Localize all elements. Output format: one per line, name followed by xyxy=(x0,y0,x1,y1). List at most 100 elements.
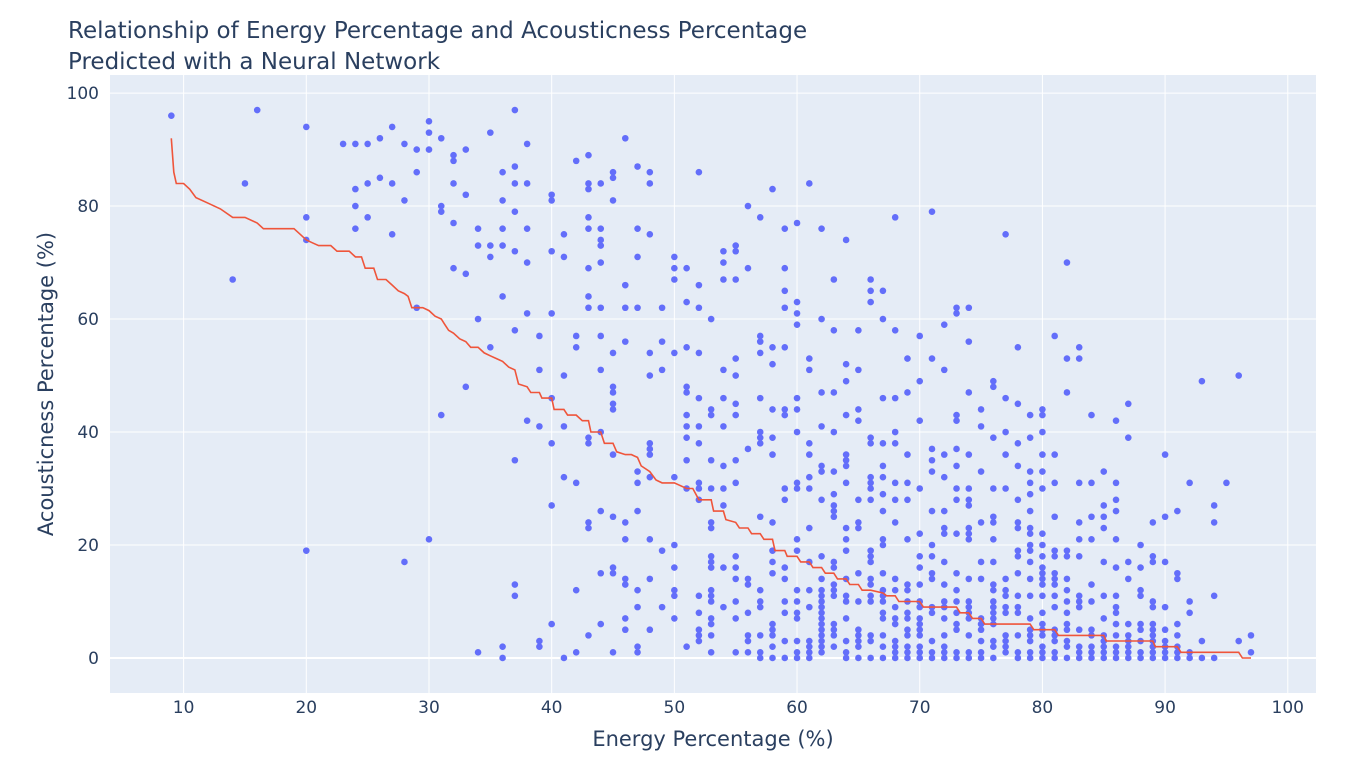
data-point xyxy=(842,411,850,419)
data-point xyxy=(916,581,924,588)
data-point xyxy=(671,586,678,594)
data-point xyxy=(707,632,715,639)
data-point xyxy=(1174,507,1181,515)
data-point xyxy=(1014,440,1022,447)
data-point xyxy=(756,632,764,639)
data-point xyxy=(658,603,666,611)
data-point xyxy=(1026,411,1034,419)
data-point xyxy=(879,654,887,662)
data-point xyxy=(462,383,470,391)
data-point xyxy=(511,581,519,588)
data-point xyxy=(842,592,850,600)
data-point xyxy=(940,654,948,662)
data-point xyxy=(756,513,764,521)
data-point xyxy=(536,366,543,374)
data-point xyxy=(499,168,506,176)
data-point xyxy=(634,479,641,487)
chart-title-line1: Relationship of Energy Percentage and Ac… xyxy=(68,18,807,44)
data-point xyxy=(1161,637,1169,645)
data-point xyxy=(621,338,629,345)
data-point xyxy=(437,411,445,419)
data-point xyxy=(1014,609,1022,617)
data-point xyxy=(916,626,924,634)
data-point xyxy=(621,281,629,289)
data-point xyxy=(891,440,899,447)
data-point xyxy=(634,603,641,611)
data-point xyxy=(523,180,531,187)
data-point xyxy=(818,637,825,645)
y-tick-label: 0 xyxy=(88,649,99,669)
data-point xyxy=(806,637,813,645)
data-point xyxy=(867,473,874,481)
data-point xyxy=(977,406,985,413)
data-point xyxy=(671,349,678,357)
data-point xyxy=(536,643,543,650)
data-point xyxy=(732,276,739,283)
data-point xyxy=(904,615,911,622)
data-point xyxy=(769,434,776,441)
data-point xyxy=(781,406,789,413)
data-point xyxy=(1063,575,1071,583)
data-point xyxy=(695,281,703,289)
data-point xyxy=(891,615,899,622)
data-point xyxy=(474,225,482,232)
data-point xyxy=(904,536,911,543)
data-point xyxy=(891,428,899,436)
data-point xyxy=(916,615,924,622)
data-point xyxy=(793,428,801,436)
data-point xyxy=(756,654,764,662)
data-point xyxy=(646,575,654,583)
data-point xyxy=(990,513,997,521)
data-point xyxy=(1124,400,1132,408)
data-point xyxy=(523,140,531,148)
data-point xyxy=(1039,552,1046,560)
data-point xyxy=(1186,654,1193,662)
data-point xyxy=(1161,654,1169,662)
data-point xyxy=(842,654,850,662)
data-point xyxy=(1063,637,1071,645)
data-point xyxy=(867,547,874,554)
data-point xyxy=(621,575,629,583)
data-point xyxy=(1026,615,1034,622)
data-point xyxy=(1100,513,1108,521)
data-point xyxy=(842,456,850,464)
data-point xyxy=(1063,643,1071,650)
data-point xyxy=(928,552,936,560)
data-point xyxy=(806,180,813,187)
data-point xyxy=(756,214,764,221)
data-point xyxy=(965,615,973,622)
data-point xyxy=(879,541,887,549)
data-point xyxy=(830,502,838,509)
data-point xyxy=(1124,632,1132,639)
data-point xyxy=(928,569,936,577)
data-point xyxy=(1014,603,1022,611)
data-point xyxy=(352,185,359,193)
data-point xyxy=(940,530,948,537)
data-point xyxy=(683,298,690,306)
data-point xyxy=(1075,552,1083,560)
data-point xyxy=(793,406,801,413)
data-point xyxy=(806,586,813,594)
data-point xyxy=(793,637,801,645)
data-point xyxy=(1174,575,1181,583)
data-point xyxy=(1039,406,1046,413)
data-point xyxy=(818,575,825,583)
data-point xyxy=(793,598,801,605)
data-point xyxy=(585,440,592,447)
data-point xyxy=(806,355,813,362)
data-point xyxy=(879,315,887,323)
data-point xyxy=(793,485,801,492)
data-point xyxy=(916,377,924,385)
data-point xyxy=(720,564,727,571)
data-point xyxy=(1210,592,1218,600)
data-point xyxy=(1100,649,1108,656)
data-point xyxy=(830,276,838,283)
data-point xyxy=(830,490,838,498)
data-point xyxy=(990,581,997,588)
data-point xyxy=(352,202,359,210)
data-point xyxy=(707,315,715,323)
data-point xyxy=(425,536,433,543)
data-point xyxy=(621,536,629,543)
data-point xyxy=(904,355,911,362)
data-point xyxy=(891,327,899,334)
